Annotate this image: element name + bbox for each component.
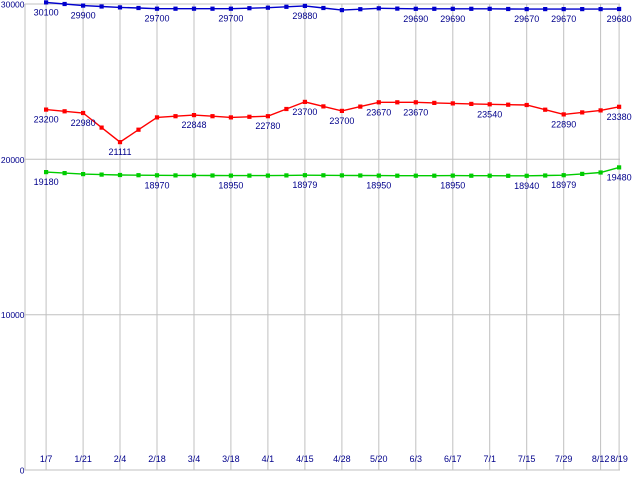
- svg-text:4/15: 4/15: [296, 454, 314, 464]
- svg-text:18979: 18979: [292, 180, 317, 190]
- svg-text:23700: 23700: [329, 116, 354, 126]
- svg-text:23200: 23200: [34, 115, 59, 125]
- svg-text:30000: 30000: [1, 0, 25, 10]
- svg-text:29900: 29900: [71, 11, 96, 21]
- svg-text:18950: 18950: [440, 181, 465, 191]
- svg-text:2/18: 2/18: [148, 454, 166, 464]
- svg-text:20000: 20000: [1, 155, 25, 165]
- svg-text:22848: 22848: [181, 120, 206, 130]
- svg-text:23670: 23670: [403, 107, 428, 117]
- svg-text:18950: 18950: [218, 181, 243, 191]
- svg-text:7/1: 7/1: [483, 454, 496, 464]
- svg-text:8/12: 8/12: [592, 454, 610, 464]
- svg-text:22780: 22780: [255, 121, 280, 131]
- svg-text:6/17: 6/17: [444, 454, 462, 464]
- svg-text:3/4: 3/4: [188, 454, 201, 464]
- svg-text:29700: 29700: [144, 14, 169, 24]
- svg-text:18940: 18940: [514, 181, 539, 191]
- svg-text:10000: 10000: [1, 310, 25, 320]
- svg-text:1/7: 1/7: [40, 454, 53, 464]
- svg-text:23700: 23700: [292, 107, 317, 117]
- svg-text:21111: 21111: [108, 147, 131, 157]
- svg-text:29670: 29670: [551, 14, 576, 24]
- svg-text:4/1: 4/1: [262, 454, 275, 464]
- svg-text:22890: 22890: [551, 119, 576, 129]
- svg-text:23380: 23380: [607, 112, 632, 122]
- svg-text:19480: 19480: [607, 172, 632, 182]
- svg-text:29690: 29690: [440, 14, 465, 24]
- svg-text:30100: 30100: [34, 7, 59, 17]
- svg-text:29670: 29670: [514, 14, 539, 24]
- svg-text:0: 0: [20, 466, 25, 476]
- svg-text:7/29: 7/29: [555, 454, 573, 464]
- svg-text:18950: 18950: [366, 181, 391, 191]
- svg-text:29700: 29700: [218, 14, 243, 24]
- svg-text:4/28: 4/28: [333, 454, 351, 464]
- svg-text:7/15: 7/15: [518, 454, 536, 464]
- svg-text:22980: 22980: [71, 118, 96, 128]
- svg-text:8/19: 8/19: [610, 454, 628, 464]
- svg-text:23540: 23540: [477, 109, 502, 119]
- svg-text:29880: 29880: [292, 11, 317, 21]
- svg-text:29680: 29680: [607, 14, 632, 24]
- svg-text:29690: 29690: [403, 14, 428, 24]
- svg-text:5/20: 5/20: [370, 454, 388, 464]
- svg-text:19180: 19180: [34, 177, 59, 187]
- svg-text:2/4: 2/4: [114, 454, 127, 464]
- svg-text:6/3: 6/3: [410, 454, 423, 464]
- svg-text:18970: 18970: [144, 180, 169, 190]
- svg-text:18979: 18979: [551, 180, 576, 190]
- svg-text:1/21: 1/21: [74, 454, 92, 464]
- svg-text:3/18: 3/18: [222, 454, 240, 464]
- svg-text:23670: 23670: [366, 107, 391, 117]
